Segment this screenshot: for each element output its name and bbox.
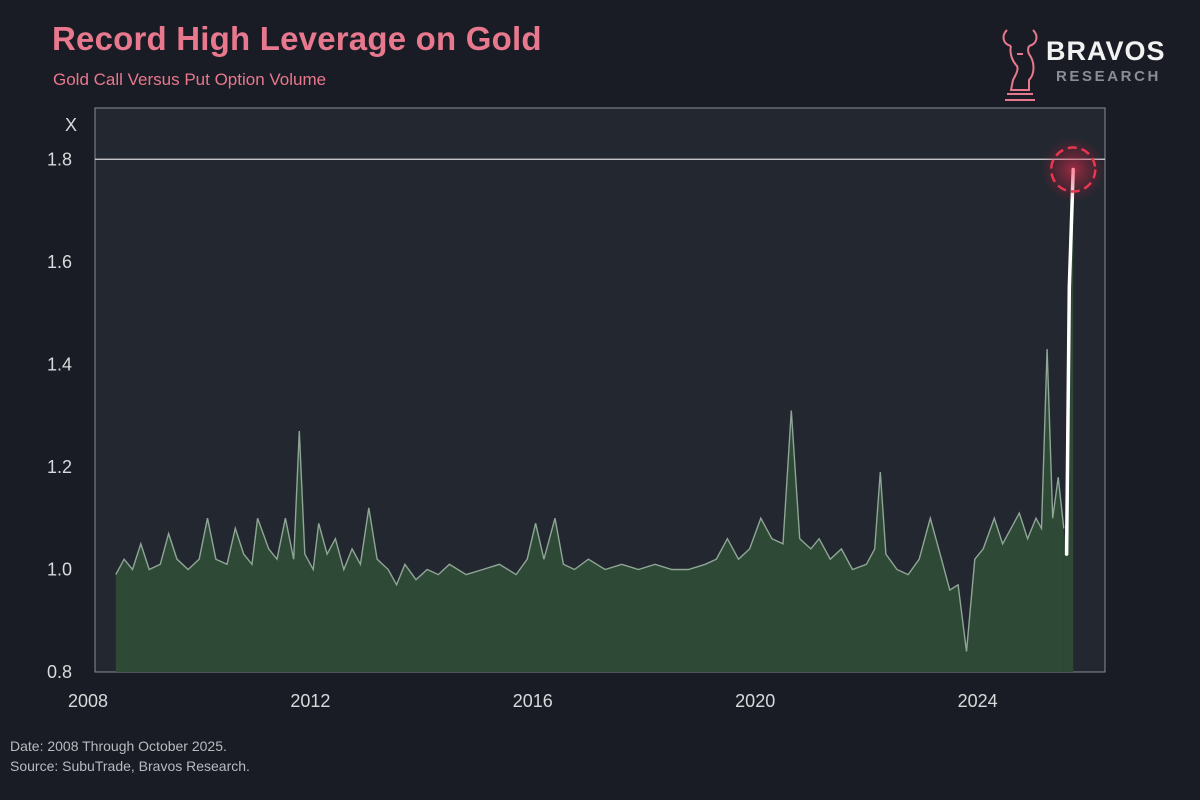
highlight-series-line <box>1064 167 1075 556</box>
source-note: Source: SubuTrade, Bravos Research. <box>10 758 250 774</box>
chart-subtitle: Gold Call Versus Put Option Volume <box>53 70 327 89</box>
x-tick-label: 2012 <box>290 691 330 711</box>
series-line <box>115 348 1065 652</box>
y-tick-label: 1.6 <box>47 252 72 272</box>
record-high-marker <box>1049 146 1097 193</box>
y-tick-label: 1.0 <box>47 559 72 579</box>
y-tick-label: 1.4 <box>47 354 72 374</box>
y-tick-label: 1.2 <box>47 457 72 477</box>
date-note: Date: 2008 Through October 2025. <box>10 738 227 754</box>
x-tick-label: 2020 <box>735 691 775 711</box>
y-tick-label: 0.8 <box>47 662 72 682</box>
logo-name: BRAVOS <box>1046 36 1166 66</box>
x-tick-label: 2024 <box>958 691 998 711</box>
x-tick-label: 2016 <box>513 691 553 711</box>
y-unit-label: X <box>65 115 77 135</box>
chart-title: Record High Leverage on Gold <box>52 20 542 57</box>
y-tick-label: 1.8 <box>47 149 72 169</box>
series-area-fill <box>115 349 1064 672</box>
logo-sub: RESEARCH <box>1056 68 1161 85</box>
x-tick-label: 2008 <box>68 691 108 711</box>
bull-chess-knight-icon <box>1002 29 1038 101</box>
